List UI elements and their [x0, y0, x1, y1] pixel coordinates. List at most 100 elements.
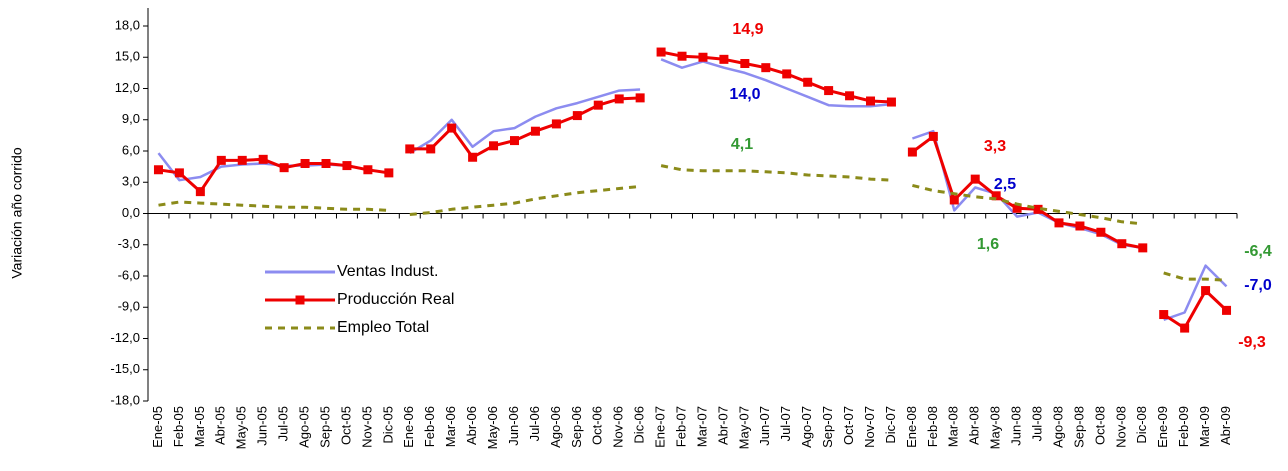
x-tick-label: Jun-07 [757, 406, 772, 446]
x-tick-label: Sep-07 [820, 406, 835, 448]
series-marker [656, 47, 666, 57]
series-marker [342, 161, 352, 171]
legend-label: Producción Real [337, 291, 454, 308]
series-marker [1117, 239, 1127, 249]
y-tick-label: -6,0 [118, 267, 140, 282]
x-tick-label: Dic-07 [883, 406, 898, 444]
series-marker [949, 195, 959, 205]
series-marker [551, 119, 561, 129]
y-tick-label: 3,0 [122, 174, 140, 189]
series-marker [782, 69, 792, 79]
y-tick-label: 18,0 [115, 17, 140, 32]
y-tick-label: -9,0 [118, 299, 140, 314]
series-marker [614, 94, 624, 104]
series-line [158, 157, 390, 194]
y-tick-label: 0,0 [122, 205, 140, 220]
series-marker [991, 191, 1001, 201]
series-marker [824, 86, 834, 96]
series-marker [153, 165, 163, 175]
x-tick-label: Ago-08 [1050, 406, 1065, 448]
x-tick-label: Ene-08 [904, 406, 919, 448]
series-marker [300, 159, 310, 168]
series-line [1162, 289, 1228, 330]
x-tick-label: Dic-06 [632, 406, 647, 444]
series-marker [237, 155, 247, 165]
x-tick-label: Feb-06 [422, 406, 437, 447]
series-line [1163, 264, 1228, 321]
x-tick-label: Abr-08 [967, 406, 982, 445]
series-line [660, 58, 892, 108]
x-tick-label: Jul-08 [1029, 406, 1044, 441]
series-marker [1054, 218, 1064, 228]
x-tick-label: Dic-08 [1134, 406, 1149, 444]
x-tick-label: Nov-07 [862, 406, 877, 448]
x-tick-label: Nov-08 [1113, 406, 1128, 448]
series-marker [907, 147, 917, 157]
series-marker [530, 126, 540, 136]
x-tick-label: Oct-06 [590, 406, 605, 445]
series-marker [572, 111, 582, 121]
series-marker [1033, 204, 1043, 214]
y-tick-label: -18,0 [110, 392, 140, 407]
y-axis-label: Variación año corrido [9, 147, 25, 278]
x-tick-label: Abr-09 [1218, 406, 1233, 445]
series-marker [740, 59, 750, 68]
series-marker [928, 131, 938, 141]
x-tick-label: Ago-07 [799, 406, 814, 448]
x-tick-label: Sep-08 [1071, 406, 1086, 448]
x-tick-label: Ago-06 [548, 406, 563, 448]
x-tick-label: Feb-09 [1176, 406, 1191, 447]
x-tick-label: Oct-08 [1092, 406, 1107, 445]
series-marker [174, 168, 184, 178]
series-marker [321, 159, 331, 168]
series-marker [509, 136, 519, 146]
series-marker [195, 187, 205, 197]
series-marker [1222, 305, 1232, 315]
y-tick-label: -12,0 [110, 330, 140, 345]
series-marker [1138, 243, 1148, 253]
series-marker [1012, 203, 1022, 213]
series-marker [258, 154, 268, 164]
series-marker [489, 141, 499, 151]
series-marker [803, 77, 813, 87]
x-tick-label: Nov-05 [359, 406, 374, 448]
x-tick-label: May-06 [485, 406, 500, 449]
series-marker [970, 174, 980, 184]
series-line [409, 184, 641, 216]
series-marker [279, 163, 289, 173]
x-tick-label: May-05 [234, 406, 249, 449]
x-tick-label: Abr-05 [213, 406, 228, 445]
series-marker [426, 144, 436, 154]
series-marker [761, 63, 771, 73]
x-tick-label: Nov-06 [611, 406, 626, 448]
annotation: 14,0 [729, 86, 760, 103]
x-tick-label: Sep-06 [569, 406, 584, 448]
x-tick-label: Ene-06 [401, 406, 416, 448]
series-marker [677, 51, 687, 61]
x-tick-label: Oct-07 [841, 406, 856, 445]
x-tick-label: Abr-07 [715, 406, 730, 445]
series-line [660, 164, 892, 182]
x-tick-label: Dic-05 [380, 406, 395, 444]
series-marker [363, 165, 373, 175]
annotation: 3,3 [984, 138, 1006, 155]
series-line [911, 134, 1144, 250]
x-tick-label: Ago-05 [297, 406, 312, 448]
x-tick-label: Feb-08 [925, 406, 940, 447]
series-marker [1075, 221, 1085, 231]
y-tick-label: -3,0 [118, 236, 140, 251]
x-tick-label: May-08 [988, 406, 1003, 449]
x-tick-label: Ene-09 [1155, 406, 1170, 448]
annotation: -9,3 [1238, 334, 1266, 351]
series-line [911, 129, 1143, 250]
x-tick-label: Mar-08 [946, 406, 961, 447]
series-marker [1180, 323, 1190, 333]
x-tick-label: Jun-05 [255, 406, 270, 446]
series-line [912, 183, 1143, 226]
series-marker [886, 97, 896, 107]
series-marker [405, 144, 415, 154]
x-tick-label: May-07 [736, 406, 751, 449]
series-marker [845, 91, 855, 101]
series-line [660, 50, 892, 104]
